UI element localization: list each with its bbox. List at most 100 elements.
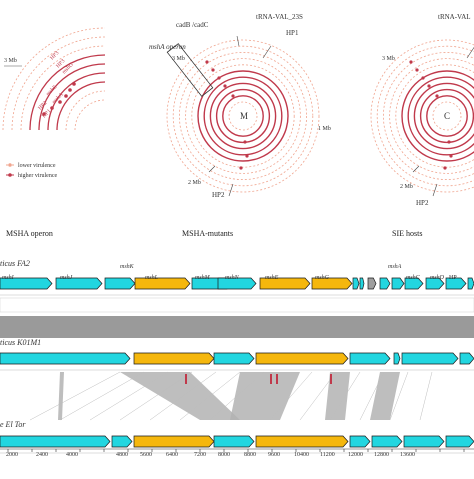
gene-arrow	[0, 435, 111, 448]
synteny-block	[58, 372, 64, 420]
scale-tick: 12800	[374, 452, 389, 458]
left-ring-arc	[2, 27, 106, 131]
gene-arrow	[401, 352, 459, 365]
synteny-block	[120, 372, 240, 420]
scale-tick: 7200	[194, 452, 206, 458]
homology-band	[0, 316, 474, 338]
annotation-3mb-right: 3 Mb	[382, 56, 395, 62]
left-rotated-label: HP2	[37, 100, 48, 111]
gene-arrow	[213, 352, 255, 365]
sie-ring-marker	[427, 84, 431, 88]
scale-tick: 9600	[268, 452, 280, 458]
synteny-line	[149, 371, 217, 421]
gene-arrow	[255, 352, 349, 365]
snp-marker	[276, 374, 278, 384]
left-ring-marker	[50, 106, 54, 110]
sie-ring	[419, 88, 474, 144]
left-rotated-label: HP3	[49, 50, 60, 61]
sie-ring	[376, 45, 474, 187]
synteny-line	[29, 371, 121, 421]
panel-title-sie-hosts: SIE hosts	[392, 229, 423, 238]
annotation-hp2: HP2	[212, 191, 225, 199]
left-ring-marker	[64, 94, 68, 98]
track-spacer	[0, 297, 474, 313]
gene-arrow	[104, 277, 136, 290]
synteny-line	[239, 371, 289, 421]
left-ring-arc	[29, 54, 106, 131]
mutants-ring-marker	[243, 140, 247, 144]
snp-marker	[185, 374, 187, 384]
gene-label-mshe: mshE	[265, 275, 279, 281]
gene-arrow	[134, 277, 191, 290]
left-ring-arc	[47, 72, 106, 131]
gene-label-mshk: mshK	[120, 264, 134, 270]
mutants-ring-marker	[217, 76, 221, 80]
annotation-hp2-right: HP2	[416, 199, 429, 207]
mutants-ring	[191, 64, 295, 168]
sie-ring-marker	[435, 94, 439, 98]
mutants-tick-bottom	[228, 183, 234, 197]
sie-ring	[426, 95, 468, 137]
mutants-ring	[222, 95, 264, 137]
scale-tick: 8000	[218, 452, 230, 458]
gene-label-mshc: mshC	[406, 275, 420, 281]
gene-arrow	[379, 277, 391, 290]
synteny-block	[325, 372, 350, 420]
gene-arrow	[349, 435, 371, 448]
annotation-cadb: cadB /cadC	[176, 21, 209, 29]
gene-arrow	[111, 435, 133, 448]
mutants-ring-marker	[245, 154, 249, 158]
synteny-block	[370, 372, 400, 420]
mutants-ring	[185, 58, 301, 174]
sie-ring	[370, 39, 474, 193]
left-ring-arc	[56, 81, 106, 131]
gene-arrow	[367, 277, 377, 290]
sie-ring	[413, 82, 474, 150]
left-rotated-label: HP3	[55, 58, 66, 69]
annotation-hp1: HP1	[286, 29, 299, 37]
track-label-el-tor: e El Tor	[0, 420, 26, 429]
left-ring-marker	[72, 82, 76, 86]
annotation-3mb: 3 Mb	[172, 56, 185, 62]
scale-tick: 5600	[140, 452, 152, 458]
annotation-2mb-right: 2 Mb	[400, 184, 413, 190]
mutants-ring-marker	[205, 60, 209, 64]
panel-title-msha-mutants: MSHA-mutants	[182, 229, 234, 238]
synteny-line	[419, 371, 433, 421]
mutants-ring	[228, 101, 258, 131]
left-rotated-label: HP1	[41, 108, 52, 119]
scale-tick: 2400	[36, 452, 48, 458]
left-ring-arc	[11, 36, 106, 131]
gene-arrow	[259, 277, 311, 290]
mutants-ring-marker	[223, 84, 227, 88]
mutants-ring-marker	[239, 166, 243, 170]
mutants-ring	[178, 52, 307, 180]
annotation-trna-val-23s: tRNA-VAL_23S	[256, 13, 303, 21]
left-ring-arc	[74, 99, 106, 131]
snp-marker	[330, 374, 332, 384]
scale-tick: 13600	[400, 452, 415, 458]
gene-arrow	[349, 352, 391, 365]
gene-arrow	[404, 277, 424, 290]
legend-higher-dot	[8, 173, 12, 177]
sie-ring-marker	[449, 154, 453, 158]
ring-center-m: M	[240, 111, 249, 121]
mutants-tick-top	[262, 45, 272, 59]
scale-tick: 2000	[6, 452, 18, 458]
gene-arrow	[352, 277, 360, 290]
mutants-ring	[197, 70, 289, 162]
gene-label-mshg: mshG	[315, 275, 330, 281]
scale-tick: 11200	[320, 452, 335, 458]
annotation-2mb: 2 Mb	[188, 180, 201, 186]
gene-label-mshl: mshL	[145, 275, 159, 281]
scale-tick: 4000	[66, 452, 78, 458]
left-mb-label: 3 Mb	[4, 58, 17, 64]
legend-lower-dot	[8, 163, 12, 167]
synteny-line	[209, 371, 265, 421]
gene-label-hp: HP	[449, 275, 457, 281]
gene-label-mshj: mshJ	[60, 275, 73, 281]
sie-tick-2mb	[412, 165, 420, 173]
scale-tick: 6400	[166, 452, 178, 458]
legend-higher-virulence: higher virulence	[18, 173, 58, 179]
